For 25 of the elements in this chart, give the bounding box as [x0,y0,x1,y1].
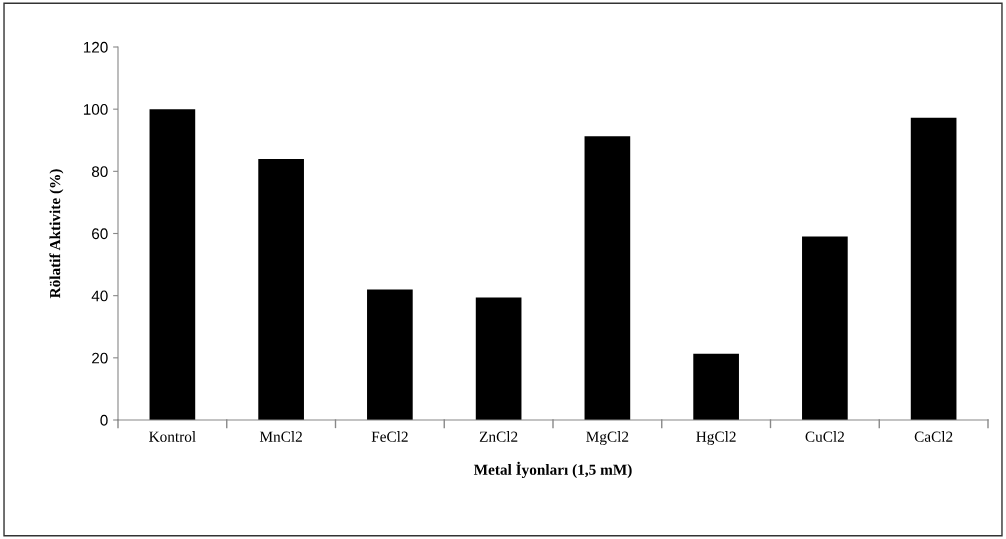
y-axis-title: Rölatif Aktivite (%) [49,169,64,299]
y-tick-label: 120 [83,41,108,53]
bar [149,109,196,420]
x-tick-label: CuCl2 [805,431,844,442]
y-tick-label: 100 [83,104,108,115]
x-axis-title: Metal İyonları (1,5 mM) [473,461,632,479]
y-tick-label: 40 [91,290,108,302]
bar [258,158,304,420]
x-tick-label: CaCl2 [914,431,953,442]
bar [910,117,957,420]
bar [693,353,739,420]
y-tick-label: 0 [100,414,108,426]
x-tick-label: HgCl2 [696,431,736,446]
x-tick-label: MgCl2 [586,431,629,446]
bar [584,136,631,420]
y-tick-label: 60 [92,228,108,240]
x-tick-label: MnCl2 [259,431,302,442]
y-tick-label: 20 [92,352,108,364]
bar [802,236,848,420]
x-tick-label: FeCl2 [371,431,408,442]
bar [475,297,522,420]
x-tick-label: Kontrol [149,431,196,442]
y-tick-label: 80 [91,166,108,178]
x-tick-label: ZnCl2 [479,431,518,442]
bar [367,289,413,420]
